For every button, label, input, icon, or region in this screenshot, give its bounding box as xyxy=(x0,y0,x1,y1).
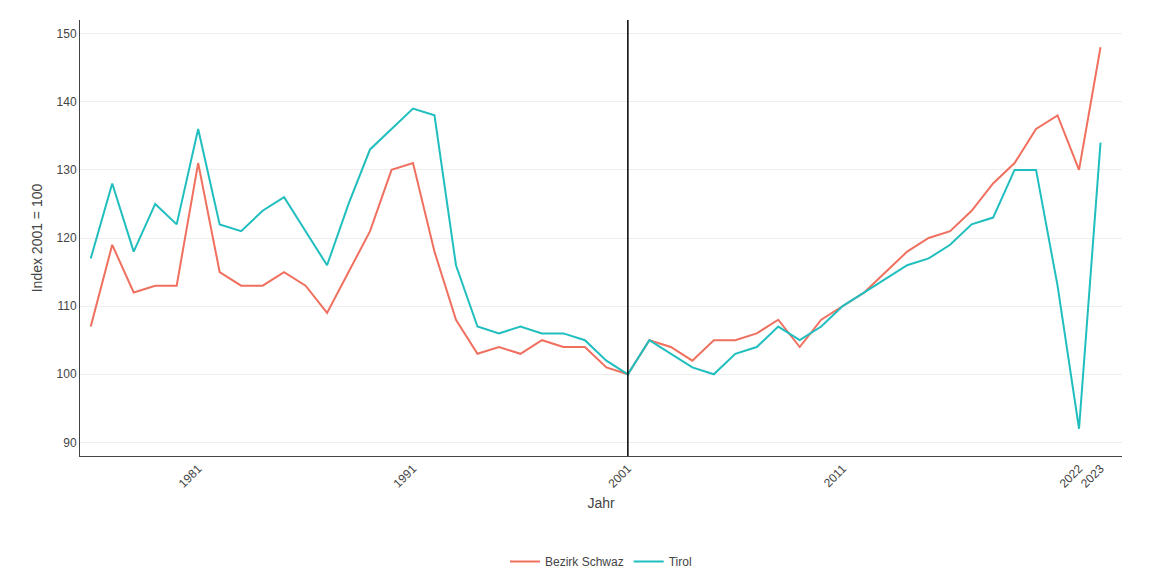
svg-text:Bezirk Schwaz: Bezirk Schwaz xyxy=(545,555,624,569)
svg-text:Tirol: Tirol xyxy=(669,555,692,569)
svg-text:100: 100 xyxy=(57,367,77,381)
svg-text:2023: 2023 xyxy=(1078,462,1107,491)
svg-text:2022: 2022 xyxy=(1057,462,1086,491)
svg-text:1991: 1991 xyxy=(391,462,420,491)
svg-text:Index 2001 = 100: Index 2001 = 100 xyxy=(29,183,45,292)
svg-text:2001: 2001 xyxy=(605,462,634,491)
svg-text:Jahr: Jahr xyxy=(587,495,615,511)
svg-text:130: 130 xyxy=(57,163,77,177)
svg-text:2011: 2011 xyxy=(821,462,849,490)
svg-text:1981: 1981 xyxy=(176,462,205,491)
svg-text:150: 150 xyxy=(57,27,77,41)
svg-text:140: 140 xyxy=(57,95,77,109)
svg-text:120: 120 xyxy=(57,231,77,245)
svg-text:90: 90 xyxy=(63,436,77,450)
svg-text:110: 110 xyxy=(57,299,76,313)
